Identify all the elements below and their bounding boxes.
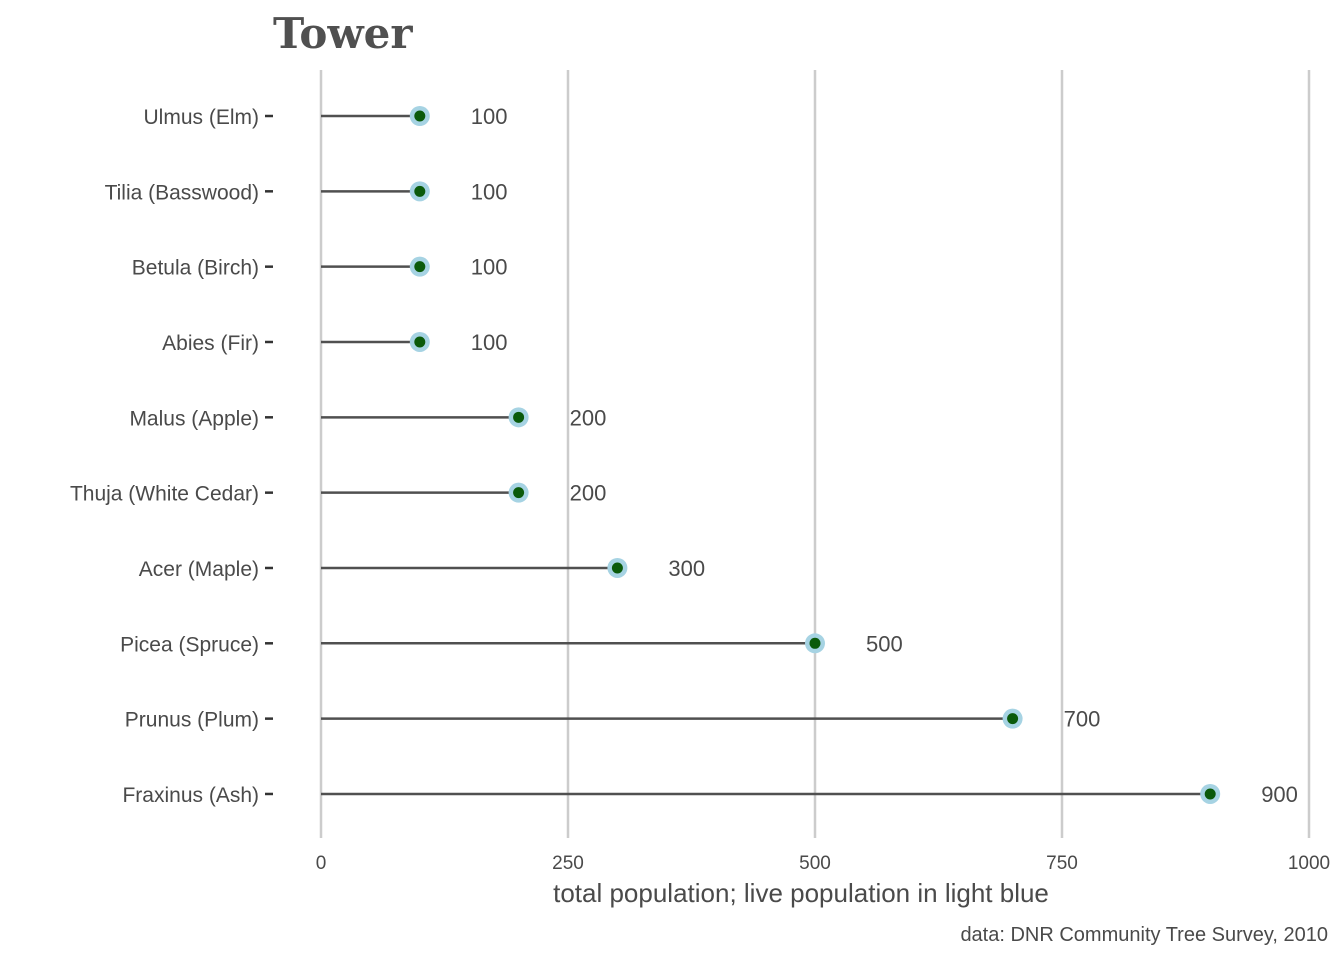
y-tick-label: Fraxinus (Ash) (122, 784, 259, 807)
y-tick-label: Picea (Spruce) (120, 633, 259, 656)
data-label: 500 (866, 631, 903, 656)
live-point (414, 110, 426, 122)
live-point (414, 185, 426, 197)
caption: data: DNR Community Tree Survey, 2010 (960, 924, 1328, 946)
y-tick-label: Acer (Maple) (139, 558, 259, 581)
gridlines (319, 70, 1311, 838)
live-point (513, 411, 525, 423)
x-tick-label: 0 (316, 853, 327, 874)
y-tick-label: Malus (Apple) (129, 407, 259, 430)
y-tick-label: Prunus (Plum) (125, 709, 259, 732)
data-label: 200 (570, 481, 607, 506)
data-label: 700 (1064, 707, 1101, 732)
data-label: 100 (471, 330, 508, 355)
data-labels: 100 100 100 100 200 200 300 500 700 900 (471, 104, 1298, 807)
live-point (414, 336, 426, 348)
live-point (1204, 788, 1216, 800)
x-axis: 0 250 500 750 1000 (316, 853, 1330, 874)
y-tick-label: Thuja (White Cedar) (70, 483, 259, 506)
data-label: 900 (1261, 782, 1298, 807)
points (409, 106, 1221, 804)
x-tick-label: 750 (1046, 853, 1078, 874)
y-tick-label: Tilia (Basswood) (105, 181, 259, 204)
y-axis: Ulmus (Elm) Tilia (Basswood) Betula (Birch… (70, 106, 273, 807)
x-axis-label: total population; live population in lig… (553, 878, 1049, 908)
live-point (611, 562, 623, 574)
live-point (1007, 713, 1019, 725)
x-tick-label: 1000 (1288, 853, 1330, 874)
x-tick-label: 250 (552, 853, 584, 874)
y-tick-label: Abies (Fir) (162, 332, 259, 355)
live-point (414, 261, 426, 273)
data-label: 100 (471, 179, 508, 204)
live-point (513, 487, 525, 499)
x-tick-label: 500 (799, 853, 831, 874)
y-tick-label: Betula (Birch) (132, 257, 259, 280)
chart-title: Tower (273, 9, 413, 58)
data-label: 100 (471, 104, 508, 129)
data-label: 300 (668, 556, 705, 581)
data-label: 100 (471, 255, 508, 280)
live-point (809, 637, 821, 649)
stems (321, 114, 1211, 796)
data-label: 200 (570, 405, 607, 430)
y-tick-label: Ulmus (Elm) (144, 106, 260, 129)
